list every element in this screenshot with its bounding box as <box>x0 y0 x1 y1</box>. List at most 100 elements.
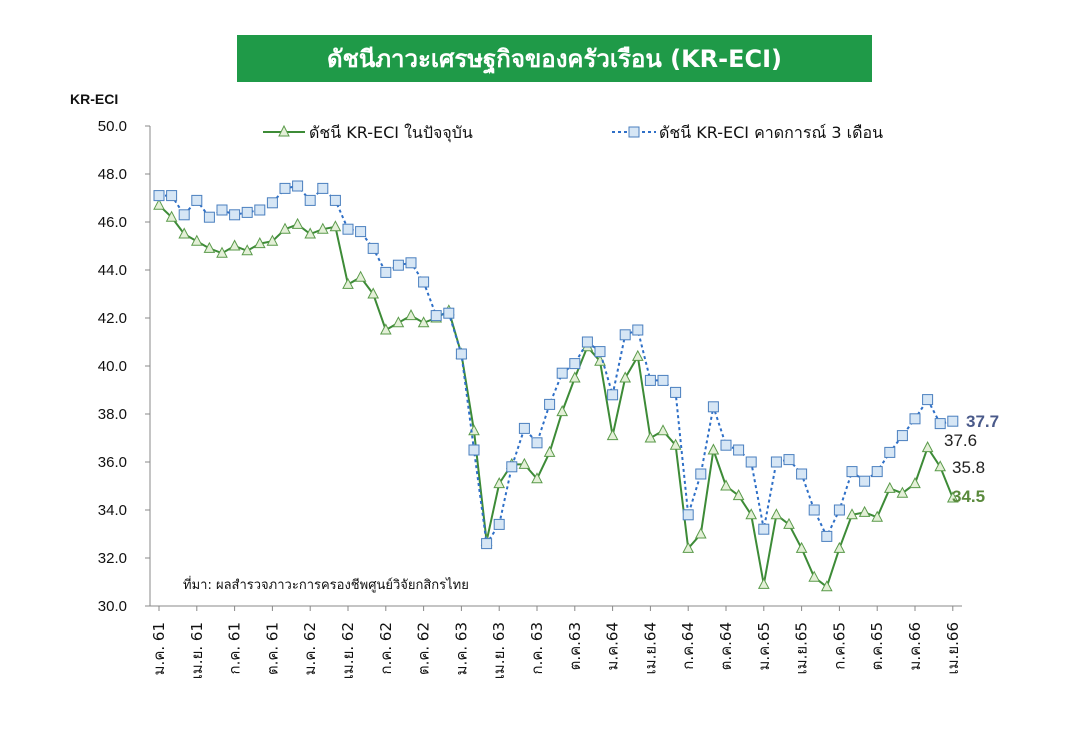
data-point <box>821 530 833 542</box>
x-tick-label: ม.ค. 63 <box>452 622 470 675</box>
data-point <box>241 206 253 218</box>
data-point <box>304 194 316 206</box>
data-point <box>581 336 593 348</box>
data-point <box>707 401 719 413</box>
x-tick-label: ก.ค. 62 <box>377 622 395 675</box>
data-point <box>291 217 304 229</box>
data-point <box>228 239 241 251</box>
data-point <box>367 242 379 254</box>
data-point <box>909 413 921 425</box>
legend-marker-current <box>278 124 290 137</box>
x-tick-label: เม.ย.66 <box>944 622 962 674</box>
data-point <box>468 444 480 456</box>
data-point <box>909 477 921 489</box>
x-tick-label: ม.ค. 62 <box>301 622 319 675</box>
data-point <box>380 266 392 278</box>
data-point <box>178 227 191 239</box>
data-point <box>342 223 354 235</box>
data-point <box>418 276 430 288</box>
data-point <box>266 234 279 246</box>
data-point <box>379 323 392 335</box>
data-label: 37.6 <box>944 431 977 450</box>
data-point <box>569 358 581 370</box>
source-note: ที่มา: ผลสำรวจภาวะการครองชีพศูนย์วิจัยกส… <box>183 576 469 593</box>
data-point <box>518 457 531 469</box>
data-point <box>481 538 493 550</box>
data-point <box>607 389 619 401</box>
data-point <box>783 454 795 466</box>
data-point <box>707 443 720 455</box>
data-label: 35.8 <box>952 458 985 477</box>
series-forecast <box>153 180 959 550</box>
data-point <box>342 277 354 289</box>
data-point <box>594 346 606 358</box>
data-point <box>758 523 770 535</box>
legend-marker-forecast <box>628 126 640 138</box>
series-line <box>159 184 953 547</box>
data-point <box>279 182 291 194</box>
y-tick-label: 48.0 <box>98 166 127 183</box>
data-point <box>178 209 190 221</box>
data-point <box>455 348 467 360</box>
data-point <box>304 227 317 239</box>
data-point <box>770 456 782 468</box>
x-tick-label: ม.ค. 61 <box>150 622 168 675</box>
data-point <box>720 479 732 491</box>
legend-label-current: ดัชนี KR-ECI ในปัจจุบัน <box>309 123 473 143</box>
data-point <box>355 226 367 238</box>
data-point <box>884 446 896 458</box>
data-point <box>946 491 959 503</box>
data-point <box>392 259 404 271</box>
data-point <box>896 430 908 442</box>
data-point <box>883 481 896 493</box>
y-tick-label: 40.0 <box>98 358 127 375</box>
data-point <box>266 197 278 209</box>
data-point <box>694 527 707 539</box>
data-point <box>846 508 858 520</box>
legend-label-forecast: ดัชนี KR-ECI คาดการณ์ 3 เดือน <box>659 123 883 142</box>
x-tick-label: ต.ค. 62 <box>415 622 433 675</box>
data-point <box>493 477 506 489</box>
x-tick-label: ต.ค. 61 <box>263 622 281 675</box>
data-label: 34.5 <box>952 487 985 506</box>
y-tick-label: 36.0 <box>98 454 127 471</box>
data-point <box>682 541 695 553</box>
data-point <box>506 461 518 473</box>
data-point <box>745 508 758 520</box>
data-point <box>783 517 795 529</box>
data-point <box>544 398 556 410</box>
data-point <box>253 237 266 249</box>
x-tick-label: เม.ย. 61 <box>188 622 206 679</box>
x-tick-label: ต.ค.63 <box>566 622 584 670</box>
data-point <box>808 570 821 582</box>
data-point <box>203 211 215 223</box>
data-point <box>166 190 178 202</box>
data-point <box>493 518 505 530</box>
data-point <box>203 241 216 253</box>
data-point <box>644 431 657 443</box>
data-point <box>934 418 946 430</box>
data-point <box>317 182 329 194</box>
x-tick-label: ก.ค. 63 <box>528 622 546 675</box>
data-point <box>153 198 165 210</box>
data-point <box>619 371 632 383</box>
data-point <box>254 204 266 216</box>
data-point <box>329 220 342 232</box>
data-point <box>947 415 959 427</box>
data-point <box>820 580 833 592</box>
data-point <box>733 444 745 456</box>
x-tick-label: เม.ย.64 <box>641 622 659 674</box>
y-tick-label: 50.0 <box>98 118 127 135</box>
data-point <box>367 287 380 299</box>
data-point <box>392 316 405 328</box>
data-point <box>518 422 530 434</box>
data-point <box>216 204 228 216</box>
data-point <box>316 222 329 234</box>
data-point <box>833 504 845 516</box>
x-tick-label: ก.ค. 61 <box>226 622 244 675</box>
data-point <box>796 468 808 480</box>
data-point <box>329 194 341 206</box>
data-point <box>568 371 581 383</box>
data-point <box>619 329 631 341</box>
